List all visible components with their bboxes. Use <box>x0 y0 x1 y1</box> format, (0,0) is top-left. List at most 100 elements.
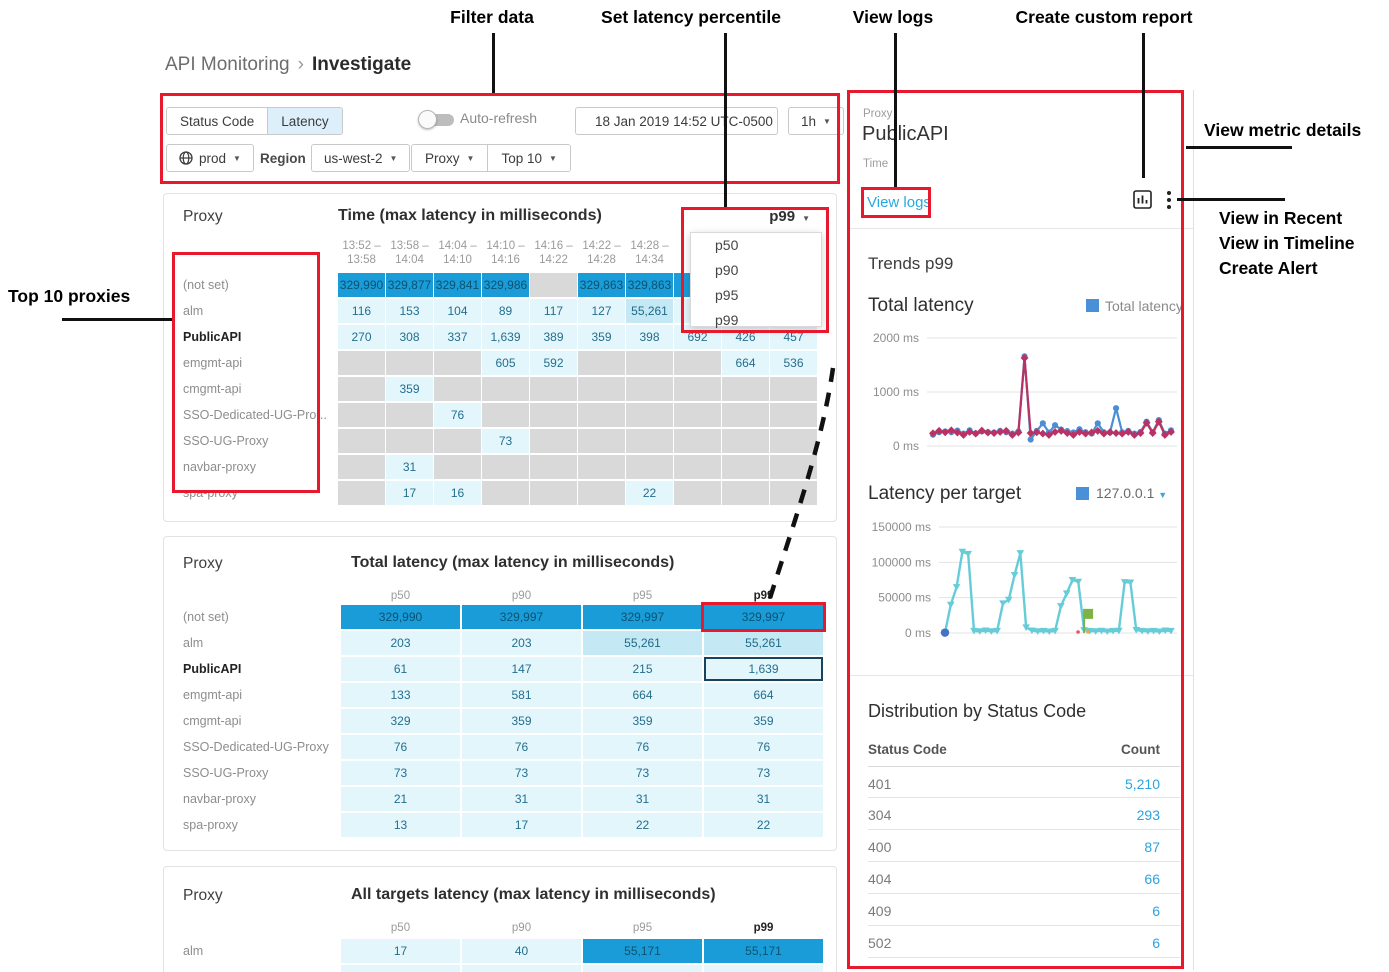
heat-cell[interactable]: 76 <box>704 735 823 759</box>
heat-cell[interactable]: 359 <box>704 709 823 733</box>
heat-cell[interactable] <box>674 351 721 375</box>
heat-cell[interactable] <box>704 965 823 972</box>
heat-cell[interactable]: 329,841 <box>434 273 481 297</box>
heat-cell[interactable] <box>578 429 625 453</box>
heat-cell[interactable]: 104 <box>434 299 481 323</box>
heat-cell[interactable] <box>530 273 577 297</box>
heat-cell[interactable] <box>578 481 625 505</box>
percentile-selector[interactable]: p99 ▼ <box>769 208 810 225</box>
heat-cell[interactable]: 127 <box>578 299 625 323</box>
heat-cell[interactable]: 270 <box>338 325 385 349</box>
heat-cell[interactable]: 55,261 <box>583 631 702 655</box>
heat-cell[interactable] <box>338 403 385 427</box>
heat-cell[interactable] <box>626 429 673 453</box>
heat-cell[interactable]: 664 <box>583 683 702 707</box>
heat-cell[interactable]: 329,863 <box>626 273 673 297</box>
heat-cell[interactable]: 21 <box>341 787 460 811</box>
heat-cell[interactable]: 329 <box>341 709 460 733</box>
heat-cell[interactable]: 13 <box>341 813 460 837</box>
heat-cell[interactable] <box>578 403 625 427</box>
region-dropdown[interactable]: us-west-2 ▼ <box>311 144 411 172</box>
heat-cell[interactable] <box>583 965 702 972</box>
heat-cell[interactable] <box>386 351 433 375</box>
heat-cell[interactable] <box>341 965 460 972</box>
heat-cell[interactable]: 536 <box>770 351 817 375</box>
heat-cell[interactable] <box>722 377 769 401</box>
heat-cell[interactable]: 76 <box>434 403 481 427</box>
heat-cell[interactable]: 664 <box>722 351 769 375</box>
heat-cell[interactable]: 40 <box>462 939 581 963</box>
heat-cell[interactable]: 73 <box>704 761 823 785</box>
heat-cell[interactable] <box>674 377 721 401</box>
toggle-track[interactable] <box>418 110 454 129</box>
heat-cell[interactable]: 22 <box>583 813 702 837</box>
heat-cell[interactable]: 203 <box>462 631 581 655</box>
tab-latency[interactable]: Latency <box>267 108 342 134</box>
heat-cell[interactable] <box>770 377 817 401</box>
heat-cell[interactable] <box>674 429 721 453</box>
heat-cell[interactable]: 1,639 <box>704 657 823 681</box>
heat-cell[interactable]: 308 <box>386 325 433 349</box>
heat-cell[interactable]: 359 <box>583 709 702 733</box>
heat-cell[interactable]: 592 <box>530 351 577 375</box>
heat-cell[interactable]: 153 <box>386 299 433 323</box>
heat-cell[interactable]: 55,261 <box>704 631 823 655</box>
heat-cell[interactable] <box>722 455 769 479</box>
view-logs-link[interactable]: View logs <box>867 194 931 211</box>
heat-cell[interactable]: 215 <box>583 657 702 681</box>
heat-cell[interactable] <box>530 377 577 401</box>
heat-cell[interactable] <box>722 403 769 427</box>
heat-cell[interactable] <box>674 455 721 479</box>
tab-status-code[interactable]: Status Code <box>167 108 268 134</box>
heat-cell[interactable]: 147 <box>462 657 581 681</box>
heat-cell[interactable]: 359 <box>578 325 625 349</box>
heat-cell[interactable]: 73 <box>583 761 702 785</box>
heat-cell[interactable]: 664 <box>704 683 823 707</box>
heat-cell[interactable]: 55,171 <box>704 939 823 963</box>
heat-cell[interactable]: 31 <box>583 787 702 811</box>
heat-cell[interactable]: 329,997 <box>583 605 702 629</box>
heat-cell[interactable]: 203 <box>341 631 460 655</box>
heat-cell[interactable] <box>338 455 385 479</box>
heat-cell[interactable]: 31 <box>386 455 433 479</box>
heat-cell[interactable] <box>770 481 817 505</box>
heat-cell[interactable]: 22 <box>626 481 673 505</box>
heat-cell[interactable] <box>462 965 581 972</box>
heat-cell[interactable] <box>338 351 385 375</box>
heat-cell[interactable]: 426 <box>722 325 769 349</box>
toggle-knob[interactable] <box>418 110 437 129</box>
heat-cell[interactable] <box>338 481 385 505</box>
heat-cell[interactable] <box>530 429 577 453</box>
percentile-option-p50[interactable]: p50 <box>715 237 739 253</box>
environment-dropdown[interactable]: prod ▼ <box>166 144 254 172</box>
heat-cell[interactable] <box>722 429 769 453</box>
heat-cell[interactable]: 76 <box>341 735 460 759</box>
heat-cell[interactable]: 55,171 <box>583 939 702 963</box>
heat-cell[interactable] <box>482 481 529 505</box>
status-count-link[interactable]: 66 <box>1144 871 1160 887</box>
heat-cell[interactable]: 22 <box>704 813 823 837</box>
heat-cell[interactable]: 116 <box>338 299 385 323</box>
heat-cell[interactable] <box>482 403 529 427</box>
heat-cell[interactable] <box>434 455 481 479</box>
percentile-option-p90[interactable]: p90 <box>715 262 739 278</box>
heat-cell[interactable]: 359 <box>386 377 433 401</box>
heat-cell[interactable]: 581 <box>462 683 581 707</box>
auto-refresh-toggle[interactable] <box>418 110 454 129</box>
status-count-link[interactable]: 6 <box>1152 903 1160 919</box>
heat-cell[interactable]: 55,261 <box>626 299 673 323</box>
heat-cell[interactable] <box>434 377 481 401</box>
heat-cell[interactable]: 61 <box>341 657 460 681</box>
breadcrumb-parent[interactable]: API Monitoring <box>165 54 290 75</box>
heat-cell[interactable]: 398 <box>626 325 673 349</box>
heat-cell[interactable] <box>434 429 481 453</box>
heat-cell[interactable]: 76 <box>583 735 702 759</box>
heat-cell[interactable] <box>530 455 577 479</box>
heat-cell[interactable]: 329,997 <box>462 605 581 629</box>
heat-cell[interactable]: 359 <box>462 709 581 733</box>
heat-cell[interactable] <box>530 481 577 505</box>
status-count-link[interactable]: 6 <box>1152 935 1160 951</box>
heat-cell[interactable]: 605 <box>482 351 529 375</box>
heat-cell[interactable]: 389 <box>530 325 577 349</box>
heat-cell[interactable]: 329,990 <box>341 605 460 629</box>
